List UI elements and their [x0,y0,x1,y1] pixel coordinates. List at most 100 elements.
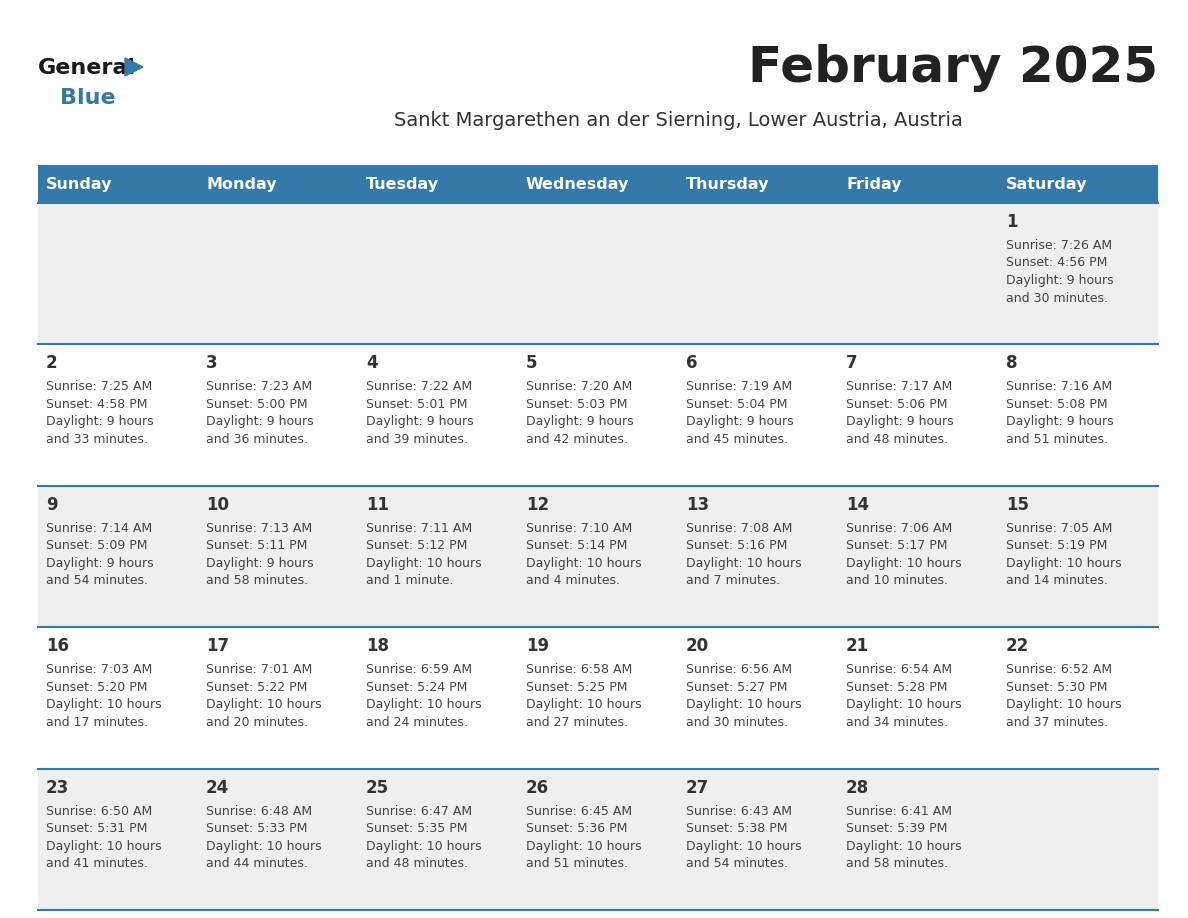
Text: Sunrise: 6:48 AM: Sunrise: 6:48 AM [206,804,312,818]
Text: Sunset: 5:31 PM: Sunset: 5:31 PM [46,823,147,835]
Text: Sunday: Sunday [46,176,113,192]
Text: 3: 3 [206,354,217,373]
Text: Sunrise: 6:43 AM: Sunrise: 6:43 AM [685,804,792,818]
Text: Daylight: 10 hours: Daylight: 10 hours [206,699,322,711]
Text: and 30 minutes.: and 30 minutes. [685,716,788,729]
Text: Sunrise: 7:06 AM: Sunrise: 7:06 AM [846,521,953,535]
Text: 13: 13 [685,496,709,514]
Text: 24: 24 [206,778,229,797]
Text: Sunrise: 7:08 AM: Sunrise: 7:08 AM [685,521,792,535]
Text: Sunrise: 7:16 AM: Sunrise: 7:16 AM [1006,380,1112,394]
Text: Sunrise: 6:45 AM: Sunrise: 6:45 AM [526,804,632,818]
Text: Sunset: 5:20 PM: Sunset: 5:20 PM [46,681,147,694]
Text: Sunrise: 7:17 AM: Sunrise: 7:17 AM [846,380,953,394]
Text: Daylight: 10 hours: Daylight: 10 hours [46,699,162,711]
Text: and 44 minutes.: and 44 minutes. [206,857,308,870]
Text: 11: 11 [366,496,388,514]
Text: Sunset: 5:09 PM: Sunset: 5:09 PM [46,539,147,553]
Text: 12: 12 [526,496,549,514]
Text: Daylight: 9 hours: Daylight: 9 hours [1006,416,1113,429]
Text: Sunrise: 6:47 AM: Sunrise: 6:47 AM [366,804,472,818]
Text: Sunrise: 7:26 AM: Sunrise: 7:26 AM [1006,239,1112,252]
Text: and 54 minutes.: and 54 minutes. [46,575,148,588]
Text: Sunset: 5:25 PM: Sunset: 5:25 PM [526,681,627,694]
Text: Friday: Friday [846,176,902,192]
Text: Sunrise: 7:13 AM: Sunrise: 7:13 AM [206,521,312,535]
Text: and 48 minutes.: and 48 minutes. [846,433,948,446]
Text: Sunrise: 7:01 AM: Sunrise: 7:01 AM [206,663,312,677]
Text: Daylight: 10 hours: Daylight: 10 hours [46,840,162,853]
Text: 20: 20 [685,637,709,655]
Text: 15: 15 [1006,496,1029,514]
Text: Daylight: 9 hours: Daylight: 9 hours [46,416,153,429]
Bar [38,165,1158,203]
Text: and 34 minutes.: and 34 minutes. [846,716,948,729]
Text: 26: 26 [526,778,549,797]
Text: Sunset: 5:01 PM: Sunset: 5:01 PM [366,397,468,411]
Text: and 45 minutes.: and 45 minutes. [685,433,788,446]
Text: 4: 4 [366,354,378,373]
Text: Sunset: 5:30 PM: Sunset: 5:30 PM [1006,681,1107,694]
Text: and 51 minutes.: and 51 minutes. [526,857,628,870]
Text: Sunset: 5:35 PM: Sunset: 5:35 PM [366,823,468,835]
Bar [38,203,1158,344]
Text: Sunset: 5:11 PM: Sunset: 5:11 PM [206,539,308,553]
Text: Daylight: 10 hours: Daylight: 10 hours [206,840,322,853]
Text: Tuesday: Tuesday [366,176,440,192]
Text: Sunrise: 7:22 AM: Sunrise: 7:22 AM [366,380,472,394]
Text: Blue: Blue [61,88,115,108]
Text: 9: 9 [46,496,58,514]
Text: 28: 28 [846,778,870,797]
Text: Daylight: 10 hours: Daylight: 10 hours [526,699,642,711]
Text: and 27 minutes.: and 27 minutes. [526,716,628,729]
Text: Sunset: 5:36 PM: Sunset: 5:36 PM [526,823,627,835]
Text: Daylight: 10 hours: Daylight: 10 hours [526,557,642,570]
Text: Sunset: 5:12 PM: Sunset: 5:12 PM [366,539,467,553]
Text: and 17 minutes.: and 17 minutes. [46,716,148,729]
Text: Daylight: 10 hours: Daylight: 10 hours [685,699,802,711]
Text: Sunrise: 7:25 AM: Sunrise: 7:25 AM [46,380,152,394]
Text: Monday: Monday [206,176,277,192]
Text: and 1 minute.: and 1 minute. [366,575,454,588]
Text: Daylight: 9 hours: Daylight: 9 hours [206,416,314,429]
Text: Daylight: 10 hours: Daylight: 10 hours [685,840,802,853]
Text: Daylight: 10 hours: Daylight: 10 hours [685,557,802,570]
Bar [38,486,1158,627]
Text: Wednesday: Wednesday [526,176,630,192]
Text: Sunset: 5:08 PM: Sunset: 5:08 PM [1006,397,1107,411]
Bar [38,344,1158,486]
Text: and 4 minutes.: and 4 minutes. [526,575,620,588]
Text: Sunrise: 7:10 AM: Sunrise: 7:10 AM [526,521,632,535]
Text: 25: 25 [366,778,390,797]
Text: Sunset: 4:56 PM: Sunset: 4:56 PM [1006,256,1107,270]
Text: and 39 minutes.: and 39 minutes. [366,433,468,446]
Text: 6: 6 [685,354,697,373]
Text: Sunrise: 6:59 AM: Sunrise: 6:59 AM [366,663,472,677]
Text: 19: 19 [526,637,549,655]
Text: Daylight: 10 hours: Daylight: 10 hours [846,557,961,570]
Text: Sunset: 5:00 PM: Sunset: 5:00 PM [206,397,308,411]
Text: Sunset: 5:33 PM: Sunset: 5:33 PM [206,823,308,835]
Text: Sunset: 5:04 PM: Sunset: 5:04 PM [685,397,788,411]
Text: and 41 minutes.: and 41 minutes. [46,857,147,870]
Text: Sunset: 5:03 PM: Sunset: 5:03 PM [526,397,627,411]
Text: Saturday: Saturday [1006,176,1087,192]
Text: and 51 minutes.: and 51 minutes. [1006,433,1108,446]
Text: Daylight: 9 hours: Daylight: 9 hours [846,416,954,429]
Text: and 10 minutes.: and 10 minutes. [846,575,948,588]
Text: Daylight: 9 hours: Daylight: 9 hours [526,416,633,429]
Text: and 24 minutes.: and 24 minutes. [366,716,468,729]
Text: 21: 21 [846,637,870,655]
Text: 10: 10 [206,496,229,514]
Text: Sunset: 5:06 PM: Sunset: 5:06 PM [846,397,948,411]
Text: Sunrise: 6:50 AM: Sunrise: 6:50 AM [46,804,152,818]
Text: Daylight: 9 hours: Daylight: 9 hours [206,557,314,570]
Text: Daylight: 10 hours: Daylight: 10 hours [846,840,961,853]
Text: February 2025: February 2025 [748,44,1158,92]
Text: 8: 8 [1006,354,1017,373]
Text: Sunrise: 7:19 AM: Sunrise: 7:19 AM [685,380,792,394]
Text: Sunset: 5:39 PM: Sunset: 5:39 PM [846,823,947,835]
Text: Sunrise: 7:20 AM: Sunrise: 7:20 AM [526,380,632,394]
Bar [38,768,1158,910]
Text: Sunrise: 6:52 AM: Sunrise: 6:52 AM [1006,663,1112,677]
